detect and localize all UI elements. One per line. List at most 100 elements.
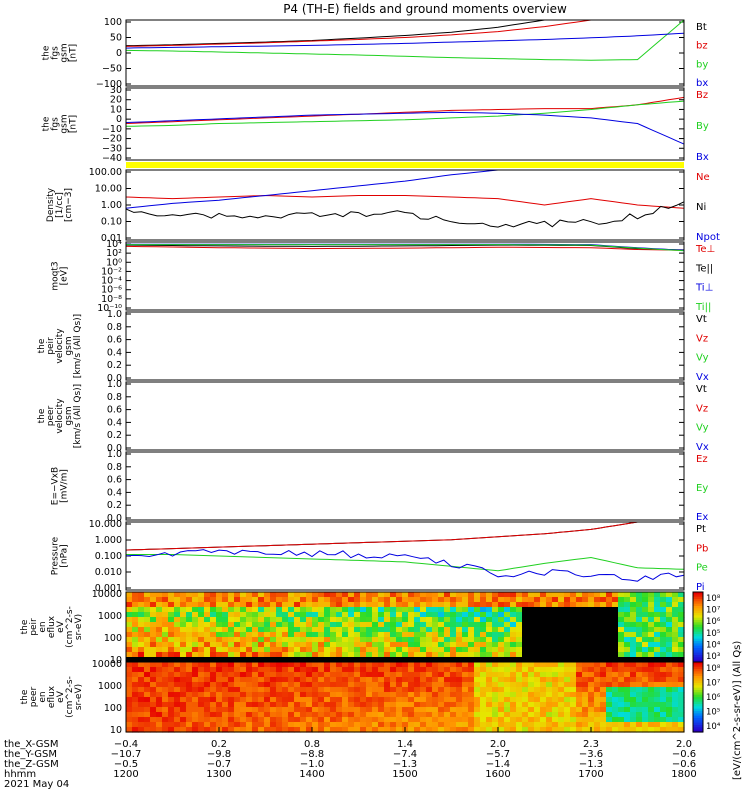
heatmap-cell xyxy=(486,672,493,678)
heatmap-cell xyxy=(420,607,427,613)
heatmap-cell xyxy=(318,702,325,708)
heatmap-cell xyxy=(294,662,301,668)
heatmap-cell xyxy=(558,712,565,718)
heatmap-cell xyxy=(378,717,385,723)
heatmap-cell xyxy=(552,687,559,693)
heatmap-cell xyxy=(294,652,301,658)
heatmap-cell xyxy=(318,682,325,688)
colorbar-step xyxy=(693,652,703,656)
heatmap-cell xyxy=(660,662,667,668)
heatmap-cell xyxy=(240,652,247,658)
heatmap-cell xyxy=(582,672,589,678)
heatmap-cell xyxy=(492,677,499,683)
heatmap-cell xyxy=(336,602,343,608)
heatmap-cell xyxy=(654,692,661,698)
heatmap-cell xyxy=(180,602,187,608)
heatmap-cell xyxy=(522,702,529,708)
heatmap-cell xyxy=(366,657,373,663)
heatmap-cell xyxy=(642,682,649,688)
heatmap-cell xyxy=(660,707,667,713)
heatmap-cell xyxy=(666,607,673,613)
heatmap-cell xyxy=(144,632,151,638)
heatmap-cell xyxy=(666,637,673,643)
heatmap-cell xyxy=(210,682,217,688)
heatmap-cell xyxy=(312,592,319,598)
colorbar-step xyxy=(693,678,703,682)
heatmap-cell xyxy=(378,722,385,728)
heatmap-cell xyxy=(126,682,133,688)
heatmap-cell xyxy=(240,622,247,628)
heatmap-cell xyxy=(558,642,565,648)
heatmap-cell xyxy=(450,592,457,598)
heatmap-cell xyxy=(504,692,511,698)
heatmap-cell xyxy=(198,632,205,638)
heatmap-cell xyxy=(672,652,679,658)
heatmap-cell xyxy=(246,687,253,693)
ytick-label: 0.6 xyxy=(107,335,122,346)
heatmap-cell xyxy=(228,632,235,638)
heatmap-cell xyxy=(378,632,385,638)
heatmap-cell xyxy=(354,647,361,653)
heatmap-cell xyxy=(672,612,679,618)
heatmap-cell xyxy=(426,612,433,618)
heatmap-cell xyxy=(576,702,583,708)
heatmap-cell xyxy=(558,602,565,608)
heatmap-cell xyxy=(636,662,643,668)
heatmap-cell xyxy=(672,647,679,653)
heatmap-cell xyxy=(420,612,427,618)
heatmap-cell xyxy=(210,667,217,673)
heatmap-cell xyxy=(276,722,283,728)
heatmap-cell xyxy=(348,672,355,678)
heatmap-cell xyxy=(342,717,349,723)
heatmap-cell xyxy=(618,657,625,663)
heatmap-cell xyxy=(420,652,427,658)
heatmap-cell xyxy=(252,642,259,648)
heatmap-cell xyxy=(234,712,241,718)
heatmap-cell xyxy=(384,722,391,728)
heatmap-cell xyxy=(300,657,307,663)
heatmap-cell xyxy=(360,607,367,613)
heatmap-cell xyxy=(306,667,313,673)
heatmap-cell xyxy=(258,722,265,728)
heatmap-cell xyxy=(366,692,373,698)
heatmap-cell xyxy=(582,717,589,723)
colorbar-step xyxy=(693,715,703,719)
ytick-label: 0.4 xyxy=(107,417,122,428)
heatmap-cell xyxy=(594,662,601,668)
heatmap-cell xyxy=(348,592,355,598)
panel-frame xyxy=(125,87,685,161)
heatmap-cell xyxy=(222,682,229,688)
x-axis-value: −8.8 xyxy=(300,749,324,760)
heatmap-cell xyxy=(648,717,655,723)
heatmap-cell xyxy=(156,597,163,603)
heatmap-cell xyxy=(384,652,391,658)
heatmap-cell xyxy=(156,677,163,683)
heatmap-cell xyxy=(564,657,571,663)
x-axis-value: 1400 xyxy=(299,769,324,780)
ytick-label: 0.4 xyxy=(107,487,122,498)
legend-efield-ey: Ey xyxy=(696,483,708,494)
heatmap-cell xyxy=(186,677,193,683)
heatmap-cell xyxy=(576,727,583,733)
heatmap-cell xyxy=(570,717,577,723)
heatmap-cell xyxy=(414,702,421,708)
heatmap-cell xyxy=(354,637,361,643)
heatmap-cell xyxy=(366,677,373,683)
legend-pressure-pt: Pt xyxy=(696,524,706,535)
heatmap-cell xyxy=(444,622,451,628)
heatmap-cell xyxy=(306,637,313,643)
heatmap-cell xyxy=(204,617,211,623)
heatmap-cell xyxy=(318,592,325,598)
heatmap-cell xyxy=(666,662,673,668)
heatmap-cell xyxy=(444,712,451,718)
heatmap-cell xyxy=(252,647,259,653)
heatmap-cell xyxy=(522,627,529,633)
colorbar-tick: 10⁸ xyxy=(706,664,721,674)
heatmap-cell xyxy=(288,687,295,693)
heatmap-cell xyxy=(528,662,535,668)
heatmap-cell xyxy=(564,607,571,613)
heatmap-cell xyxy=(216,707,223,713)
heatmap-cell xyxy=(474,692,481,698)
heatmap-cell xyxy=(168,692,175,698)
heatmap-cell xyxy=(216,672,223,678)
